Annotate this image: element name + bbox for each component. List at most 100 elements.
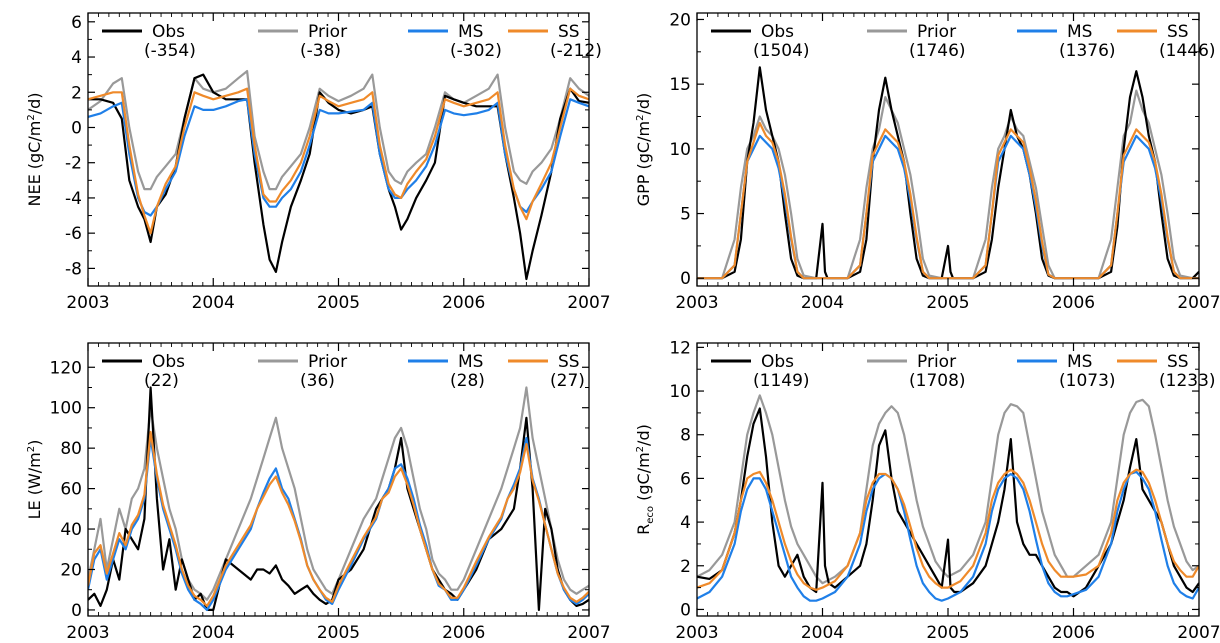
y-tick-label: 12 (669, 338, 691, 358)
legend-label-ms: MS (458, 352, 483, 372)
legend-label-obs: Obs (761, 22, 794, 42)
legend-label-ms: MS (1067, 22, 1092, 42)
y-axis-label-tail: /d) (634, 424, 653, 446)
y-tick-label: 10 (669, 140, 691, 160)
y-tick-label: 10 (669, 382, 691, 402)
y-tick-label: 100 (50, 399, 82, 419)
y-axis-label-main: R (634, 524, 653, 535)
y-tick-label: 4 (71, 48, 82, 68)
legend-total-ms: (1073) (1059, 371, 1116, 391)
y-tick-label: 0 (71, 601, 82, 621)
y-tick-label: 20 (669, 10, 691, 30)
legend-label-obs: Obs (152, 352, 185, 372)
y-tick-label: 0 (680, 600, 691, 620)
y-tick-label: 20 (60, 560, 82, 580)
x-tick-label: 2006 (442, 293, 485, 313)
y-axis-label: NEE (gC/m2/d) (25, 93, 44, 207)
legend-label-obs: Obs (761, 352, 794, 372)
y-tick-label: 0 (680, 269, 691, 289)
x-tick-label: 2005 (926, 293, 969, 313)
x-tick-label: 2003 (675, 293, 718, 313)
legend-total-obs: (-354) (144, 41, 196, 61)
x-tick-label: 2004 (801, 293, 844, 313)
legend-total-prior: (36) (300, 371, 335, 391)
panel-le: 0 20 40 60 80 100 120 2003 2004 2005 2006 2007 LE (W… (25, 342, 611, 643)
x-tick-label: 2007 (567, 293, 610, 313)
series-line-obs (697, 407, 1199, 598)
x-tick-label: 2004 (801, 623, 844, 643)
y-axis-label-sup: 2 (635, 446, 646, 452)
y-axis-label-sub: eco (645, 506, 656, 524)
legend: Obs(1504) Prior(1746) MS(1376) SS(1446) (711, 22, 1216, 61)
x-tick-label: 2005 (317, 623, 360, 643)
legend-total-ss: (1446) (1159, 41, 1216, 61)
y-tick-label: -4 (65, 189, 82, 209)
y-axis-label-sup: 2 (26, 114, 37, 120)
legend-total-ms: (1376) (1059, 41, 1116, 61)
legend-total-obs: (1149) (753, 371, 810, 391)
legend-total-ss: (27) (550, 371, 585, 391)
y-axis-label-mid: (gC/m (634, 452, 653, 506)
x-tick-label: 2004 (192, 293, 235, 313)
y-tick-label: -2 (65, 154, 82, 174)
y-tick-label: 5 (680, 205, 691, 225)
y-axis-label: LE (W/m2) (25, 440, 44, 520)
series-lines (88, 69, 589, 281)
x-tick-label: 2004 (192, 623, 235, 643)
y-axis-label-tail: ) (25, 440, 44, 446)
series-line-ms (697, 470, 1199, 602)
y-tick-label: 80 (60, 439, 82, 459)
legend-label-obs: Obs (152, 22, 185, 42)
legend: Obs(22) Prior(36) MS(28) SS(27) (102, 352, 585, 391)
y-tick-label: -8 (65, 259, 82, 279)
legend-total-ms: (28) (450, 371, 485, 391)
series-lines (88, 386, 589, 612)
x-tick-label: 2007 (567, 623, 610, 643)
y-axis-label-sup: 2 (635, 115, 646, 121)
x-tick-label: 2003 (66, 623, 109, 643)
legend-label-prior: Prior (917, 352, 956, 372)
y-tick-label: 2 (71, 83, 82, 103)
x-tick-label: 2005 (317, 293, 360, 313)
y-axis-label-sup: 2 (26, 446, 37, 452)
legend-label-prior: Prior (308, 22, 347, 42)
y-axis-label-main: GPP (gC/m (634, 121, 653, 206)
y-tick-label: 15 (669, 75, 691, 95)
legend-label-ss: SS (1167, 22, 1189, 42)
panel-nee: -8 -6 -4 -2 0 2 4 6 2003 2004 2005 2006 2007 NEE (gC/… (25, 12, 611, 313)
x-tick-label: 2005 (926, 623, 969, 643)
x-tick-label: 2006 (442, 623, 485, 643)
x-tick-label: 2003 (675, 623, 718, 643)
legend-label-ss: SS (1167, 352, 1189, 372)
series-line-obs (88, 386, 589, 612)
legend-label-prior: Prior (917, 22, 956, 42)
series-line-ss (697, 468, 1199, 591)
x-tick-label: 2007 (1177, 293, 1220, 313)
x-tick-label: 2006 (1052, 293, 1095, 313)
series-line-prior (88, 386, 589, 601)
legend-label-ms: MS (1067, 352, 1092, 372)
y-tick-label: 60 (60, 480, 82, 500)
y-tick-label: 6 (680, 469, 691, 489)
series-line-ss (88, 430, 589, 608)
y-tick-label: 120 (50, 358, 82, 378)
legend-label-ss: SS (558, 352, 580, 372)
series-line-ss (88, 87, 589, 235)
y-axis-label-tail: /d) (25, 93, 44, 115)
y-tick-label: 8 (680, 426, 691, 446)
x-tick-label: 2007 (1177, 623, 1220, 643)
y-axis-label: GPP (gC/m2/d) (634, 93, 653, 207)
panel-gpp: 0 5 10 15 20 2003 2004 2005 2006 2007 GPP (gC/m2/d… (634, 10, 1220, 313)
series-lines (697, 394, 1199, 602)
legend-total-ss: (1233) (1159, 371, 1216, 391)
series-lines (697, 66, 1199, 280)
y-axis-label-main: NEE (gC/m (25, 121, 44, 207)
y-tick-label: 0 (71, 118, 82, 138)
legend-label-prior: Prior (308, 352, 347, 372)
y-axis-label-tail: /d) (634, 93, 653, 115)
legend-total-ss: (-212) (550, 41, 602, 61)
y-tick-label: 2 (680, 557, 691, 577)
legend-total-prior: (1746) (909, 41, 966, 61)
